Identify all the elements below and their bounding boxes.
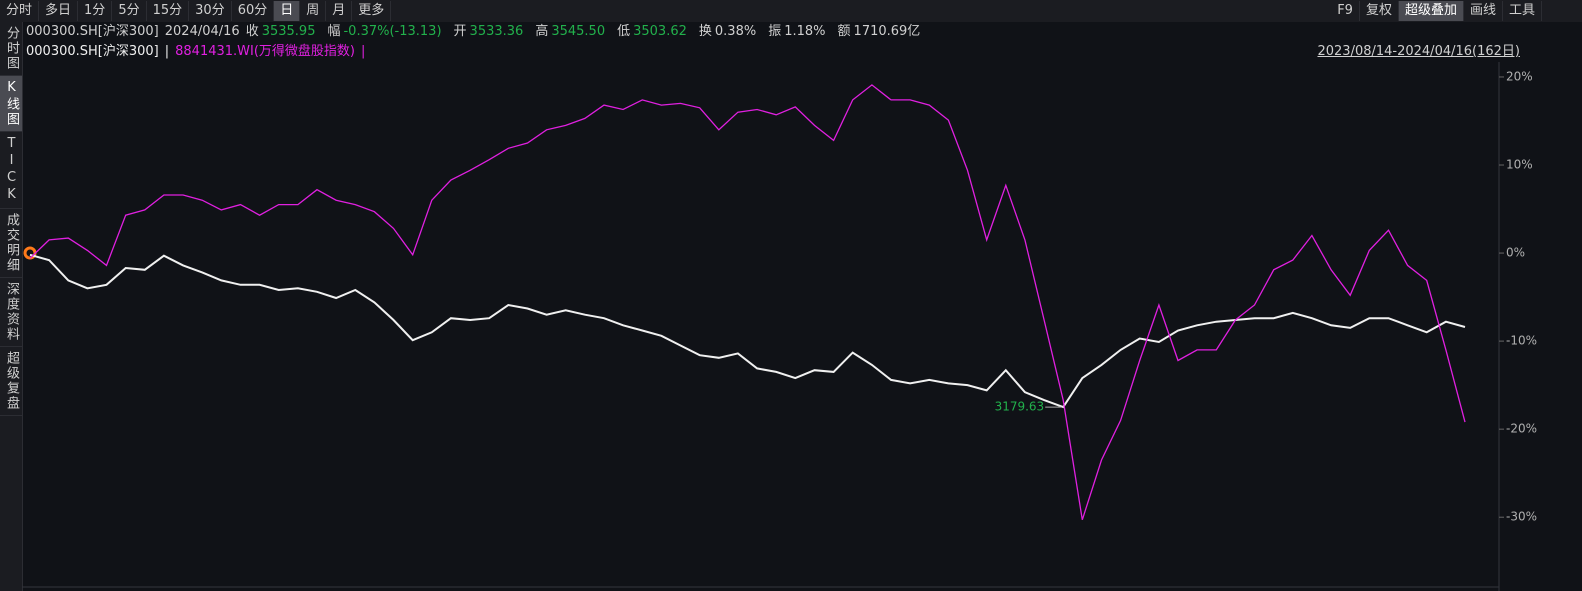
quote-item: 高 3545.50 — [535, 24, 611, 39]
quote-value: -0.37%(-13.13) — [343, 24, 442, 39]
quote-row: 000300.SH[沪深300] 2024/04/16 收 3535.95 幅 -0.37… — [26, 22, 932, 42]
quote-item: 低 3503.62 — [617, 24, 693, 39]
period-tab[interactable]: 多日 — [39, 1, 79, 21]
y-tick-label: 10% — [1506, 158, 1533, 172]
quote-label: 额 — [837, 24, 851, 39]
period-tab[interactable]: 1分 — [78, 1, 113, 21]
legend-entry[interactable]: 000300.SH[沪深300] — [26, 44, 159, 59]
quote-item: 振 1.18% — [768, 24, 831, 39]
series-line — [29, 84, 1466, 520]
side-tab[interactable]: K线图 — [0, 76, 22, 132]
legend-separator: | — [361, 44, 366, 59]
start-marker — [23, 246, 37, 260]
period-tab[interactable]: 月 — [326, 1, 353, 21]
side-tab[interactable]: 深度资料 — [0, 278, 22, 347]
tool-button[interactable]: F9 — [1331, 1, 1360, 21]
tool-button[interactable]: 画线 — [1464, 1, 1503, 21]
period-tab[interactable]: 30分 — [189, 1, 232, 21]
quote-value: 3533.36 — [469, 24, 524, 39]
series-line — [29, 253, 1466, 409]
period-tab[interactable]: 5分 — [112, 1, 147, 21]
quote-label: 收 — [245, 24, 259, 39]
annotation: 3179.63 — [995, 400, 1045, 414]
quote-label: 开 — [453, 24, 467, 39]
y-tick-label: -10% — [1506, 334, 1537, 348]
period-tab[interactable]: 分时 — [0, 1, 40, 21]
tool-button[interactable]: 复权 — [1360, 1, 1399, 21]
tool-buttons: F9 复权 超级叠加 画线 工具 — [1331, 0, 1582, 22]
side-tab[interactable]: 超级复盘 — [0, 347, 22, 416]
stock-code: 000300.SH[沪深300] — [26, 24, 159, 39]
quote-item: 额 1710.69亿 — [838, 24, 927, 39]
period-tabs: 分时 多日 1分 5分 15分 30分 60分日周月更多 — [0, 0, 392, 22]
quote-item: 换 0.38% — [699, 24, 762, 39]
side-tab[interactable]: 成交明细 — [0, 209, 22, 278]
quote-date: 2024/04/16 — [164, 24, 240, 39]
quote-value: 3535.95 — [261, 24, 316, 39]
toolbar: 分时 多日 1分 5分 15分 30分 60分日周月更多 F9 复权 超级叠加 画线 工具 — [0, 0, 1582, 22]
quote-label: 高 — [535, 24, 549, 39]
quote-label: 振 — [768, 24, 782, 39]
quote-item: 收 3535.95 — [246, 24, 322, 39]
period-tab[interactable]: 周 — [300, 1, 327, 21]
y-tick-label: -20% — [1506, 422, 1537, 436]
tool-button[interactable]: 工具 — [1503, 1, 1542, 21]
side-tab[interactable]: TICK — [0, 132, 22, 209]
quote-item: 幅 -0.37%(-13.13) — [327, 24, 447, 39]
legend-entry[interactable]: 8841431.WI(万得微盘股指数) — [175, 44, 356, 59]
quote-value: 1710.69亿 — [853, 24, 921, 39]
side-tab[interactable]: 分时图 — [0, 22, 22, 76]
y-tick-label: 0% — [1506, 246, 1525, 260]
sidebar: 分时图 K线图 TICK 成交明细 深度资料 超级复盘 — [0, 22, 23, 591]
quote-value: 1.18% — [784, 24, 826, 39]
quote-value: 0.38% — [714, 24, 757, 39]
quote-value: 3503.62 — [633, 24, 687, 39]
quote-item: 开 3533.36 — [454, 24, 530, 39]
y-tick-label: -30% — [1506, 510, 1537, 524]
period-tab[interactable]: 60分 — [232, 1, 275, 21]
legend-separator: | — [164, 44, 170, 59]
y-tick-label: 20% — [1506, 69, 1533, 83]
quote-label: 幅 — [327, 24, 341, 39]
quote-value: 3545.50 — [551, 24, 606, 39]
date-range: 2023/08/14-2024/04/16(162日) — [1317, 44, 1520, 59]
period-tab[interactable]: 15分 — [147, 1, 190, 21]
period-tab[interactable]: 日 — [274, 1, 301, 21]
legend-row: 000300.SH[沪深300] | 8841431.WI(万得微盘股指数) | — [26, 42, 371, 62]
tool-button[interactable]: 超级叠加 — [1398, 1, 1464, 21]
quote-label: 低 — [617, 24, 631, 39]
period-tab[interactable]: 更多 — [352, 1, 392, 21]
quote-label: 换 — [698, 24, 712, 39]
